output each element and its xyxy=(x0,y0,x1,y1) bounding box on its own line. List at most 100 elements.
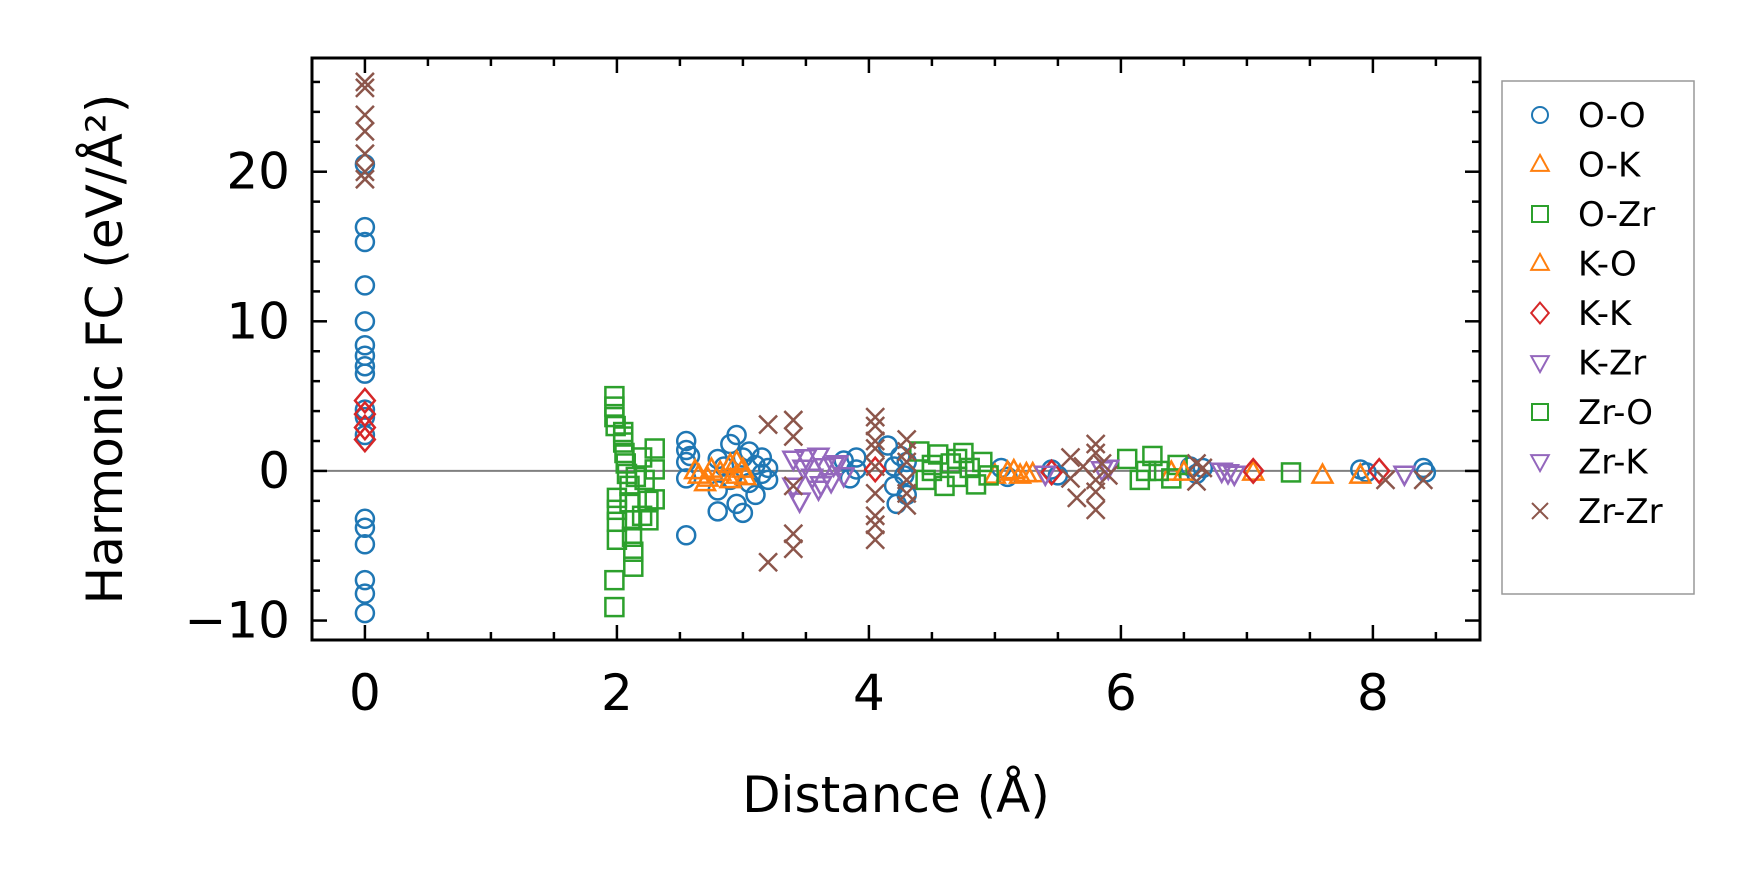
data-point xyxy=(354,275,376,296)
data-point xyxy=(791,459,816,482)
data-point xyxy=(604,596,625,618)
data-point xyxy=(1142,445,1163,467)
data-point xyxy=(793,449,818,471)
data-point xyxy=(683,457,708,480)
data-point xyxy=(733,463,758,486)
data-point xyxy=(354,311,376,332)
x-tick-label: 2 xyxy=(601,664,633,722)
legend: O-O O-K O-Zr K-O K-K K-Zr Zr-O Zr-K Zr-Zr xyxy=(1501,80,1695,595)
data-point xyxy=(1092,453,1112,474)
data-point xyxy=(638,510,659,531)
y-axis-label: Harmonic FC (eV/Å²) xyxy=(76,94,134,605)
data-point xyxy=(995,459,1020,481)
data-point xyxy=(718,466,743,489)
data-point xyxy=(631,505,653,527)
data-point xyxy=(353,425,377,454)
legend-entry: O-K xyxy=(1578,146,1642,186)
data-point xyxy=(675,525,697,546)
series-O-Zr xyxy=(604,385,1302,618)
data-point xyxy=(972,451,993,473)
legend-marker xyxy=(1531,205,1549,223)
data-point xyxy=(1116,448,1138,470)
data-point xyxy=(821,456,846,479)
series-Zr-K xyxy=(791,456,1241,498)
legend-entry: K-Zr xyxy=(1578,344,1646,384)
data-point xyxy=(612,426,634,447)
y-tick-label: −10 xyxy=(184,592,290,650)
data-point xyxy=(1241,457,1265,485)
data-point xyxy=(831,466,856,489)
data-point xyxy=(865,431,886,451)
tick-labels: 0 2 4 6 8 −10 0 10 20 xyxy=(184,143,1388,722)
plot-frame xyxy=(310,56,1482,642)
data-point xyxy=(781,477,806,500)
data-point xyxy=(978,465,999,486)
data-point xyxy=(1215,463,1241,486)
data-point xyxy=(355,104,375,125)
legend-marker xyxy=(1531,502,1549,520)
data-point xyxy=(783,523,804,544)
legend-entry: Zr-K xyxy=(1578,443,1649,483)
data-point xyxy=(625,466,647,488)
data-point xyxy=(1280,462,1302,483)
legend-marker xyxy=(1529,454,1551,474)
data-point xyxy=(1348,462,1373,484)
x-axis-label: Distance (Å) xyxy=(742,766,1050,824)
data-point xyxy=(1001,457,1026,480)
data-point xyxy=(893,465,915,486)
data-point xyxy=(1085,434,1106,454)
data-point xyxy=(1413,470,1434,490)
data-point xyxy=(353,413,377,442)
data-point xyxy=(745,484,766,506)
data-point xyxy=(355,143,375,164)
data-point xyxy=(606,487,628,509)
data-point xyxy=(819,472,844,495)
data-point xyxy=(751,447,773,468)
data-point xyxy=(865,505,886,526)
data-point xyxy=(675,430,697,452)
data-point xyxy=(1040,458,1064,487)
data-point xyxy=(758,414,778,435)
data-point xyxy=(757,457,779,479)
data-point xyxy=(732,502,754,524)
data-point xyxy=(604,396,625,417)
legend-entry: O-Zr xyxy=(1578,195,1655,235)
legend-marker xyxy=(1529,301,1551,325)
y-tick-label: 0 xyxy=(258,442,290,500)
data-point xyxy=(865,407,886,427)
legend-entry: Zr-Zr xyxy=(1578,492,1663,532)
data-point xyxy=(1060,447,1081,468)
data-point xyxy=(606,499,628,521)
data-point xyxy=(730,456,755,478)
legend-entry: K-K xyxy=(1578,294,1633,334)
data-point xyxy=(896,495,917,516)
data-point xyxy=(1066,487,1087,508)
data-point xyxy=(679,445,701,467)
data-point xyxy=(621,526,643,548)
data-point xyxy=(1014,460,1039,483)
legend-marker xyxy=(1531,106,1549,124)
data-point xyxy=(1192,458,1213,478)
y-tick-label: 10 xyxy=(226,292,290,350)
data-point xyxy=(865,529,886,550)
data-point xyxy=(1033,465,1058,488)
data-point xyxy=(604,385,625,407)
data-point xyxy=(751,463,773,485)
data-point xyxy=(825,455,850,477)
data-point xyxy=(783,476,804,496)
data-point xyxy=(623,556,644,577)
data-point xyxy=(606,529,628,551)
legend-marker xyxy=(1531,403,1549,421)
data-point xyxy=(783,538,804,559)
data-point xyxy=(644,489,665,510)
data-point xyxy=(354,335,376,356)
data-point xyxy=(1186,471,1207,492)
legend-entry: K-O xyxy=(1578,245,1637,285)
data-point xyxy=(1085,481,1106,502)
data-point xyxy=(946,448,968,470)
x-tick-label: 0 xyxy=(349,664,381,722)
x-tick-label: 8 xyxy=(1357,664,1389,722)
data-point xyxy=(605,415,626,437)
data-point xyxy=(1008,462,1033,484)
